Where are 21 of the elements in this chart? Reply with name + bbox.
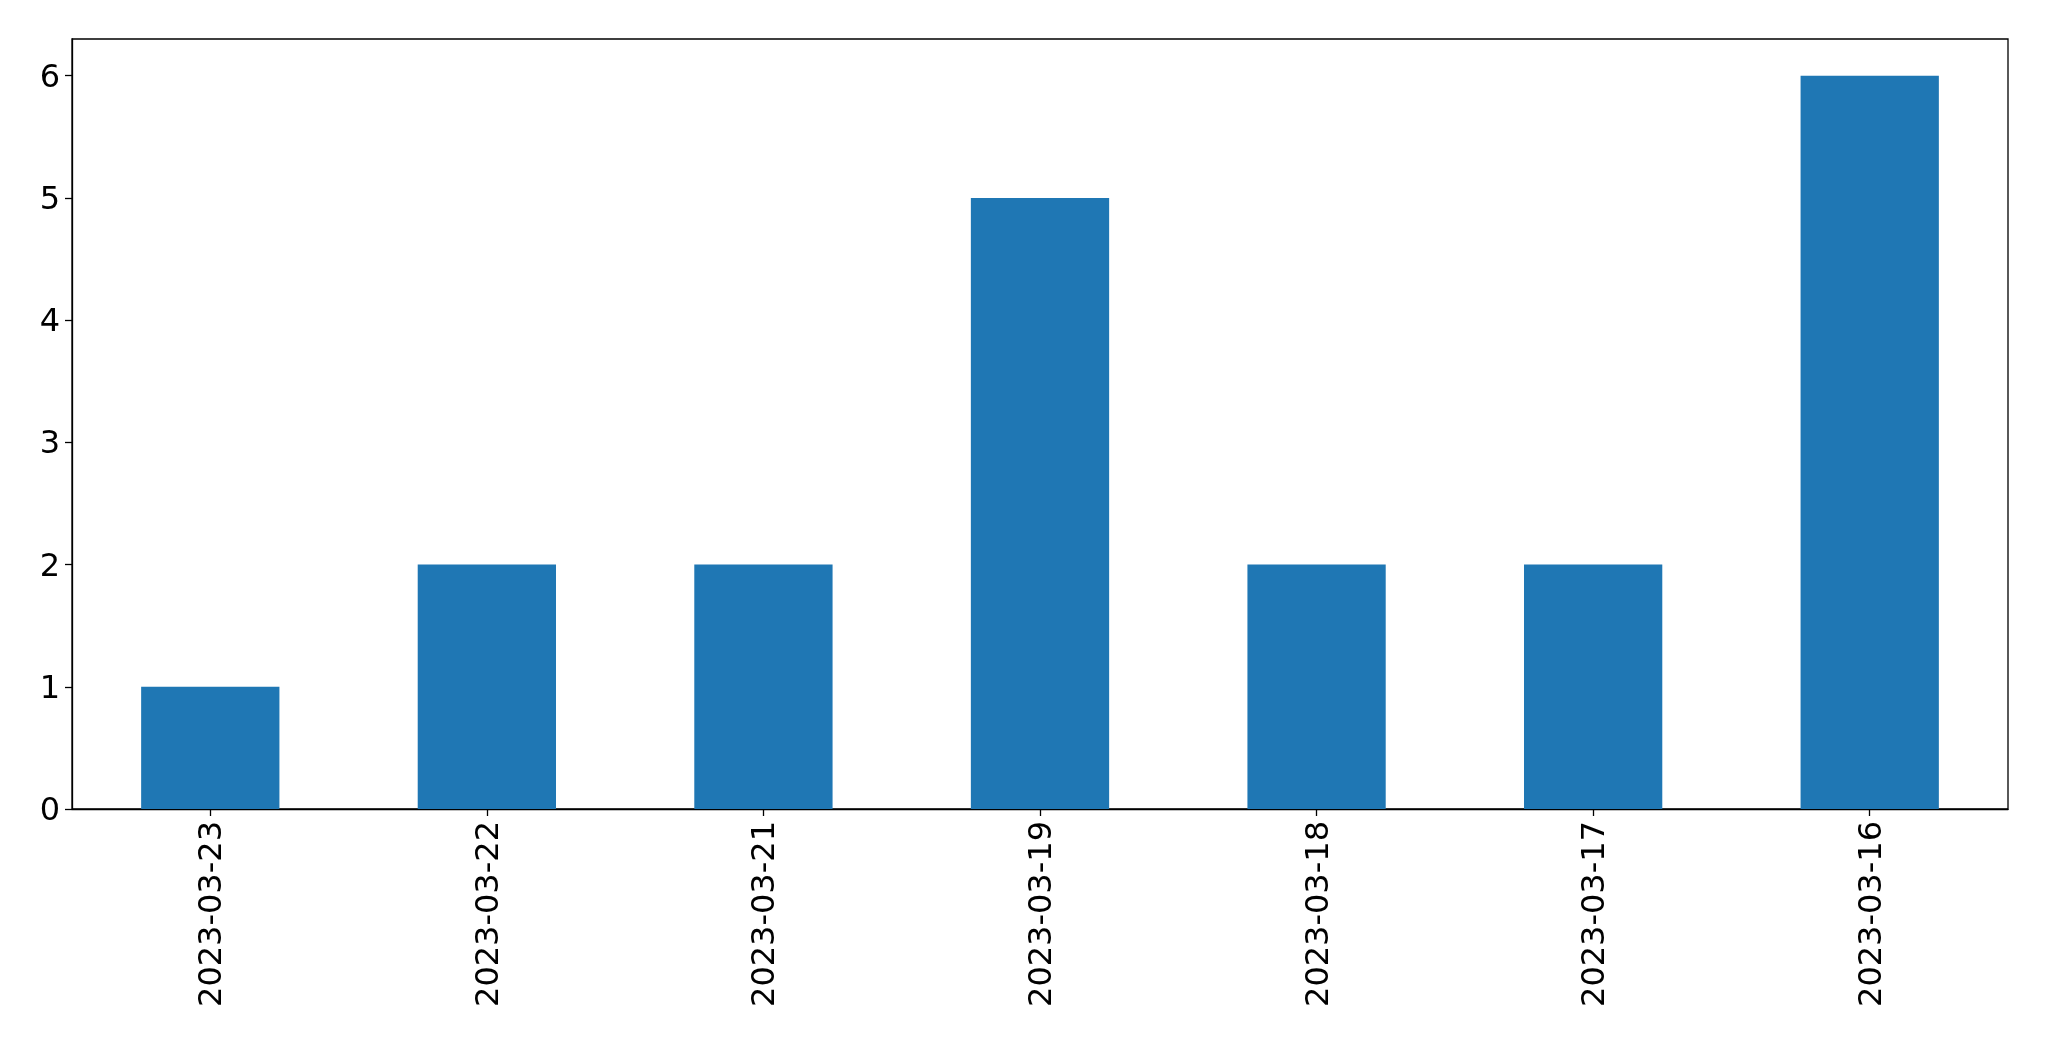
x-tick-label: 2023-03-18 xyxy=(1297,821,1336,1007)
x-tick-label: 2023-03-17 xyxy=(1574,821,1613,1007)
bar xyxy=(1800,75,1939,809)
bar xyxy=(694,564,833,809)
y-tick-label: 0 xyxy=(39,790,60,828)
bar xyxy=(141,686,280,809)
y-tick-label: 2 xyxy=(39,545,60,584)
x-tick-label: 2023-03-19 xyxy=(1021,821,1059,1007)
bar xyxy=(1524,564,1663,809)
y-tick-label: 5 xyxy=(39,178,60,217)
bar xyxy=(417,564,556,809)
x-tick-label: 2023-03-21 xyxy=(744,821,783,1007)
bar xyxy=(1247,564,1386,809)
y-tick-label: 6 xyxy=(39,56,60,95)
x-tick-label: 2023-03-16 xyxy=(1850,821,1889,1007)
bar xyxy=(970,197,1110,809)
y-tick-label: 1 xyxy=(39,667,60,706)
y-tick-label: 4 xyxy=(39,301,60,340)
x-tick-label: 2023-03-22 xyxy=(467,821,506,1007)
x-tick-label: 2023-03-23 xyxy=(191,821,230,1007)
y-tick-label: 3 xyxy=(39,423,60,462)
